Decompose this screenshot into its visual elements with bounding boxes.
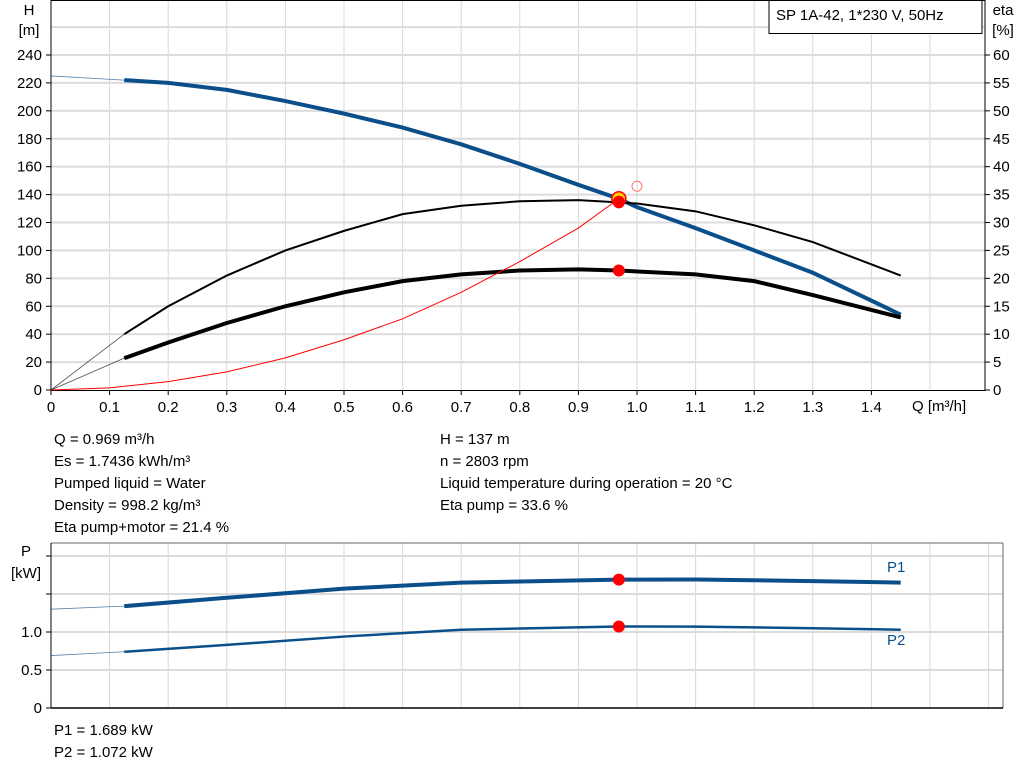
- series-label-P2: P2: [887, 632, 905, 649]
- y-axis-label: H: [24, 2, 35, 19]
- y-tick-label: 220: [17, 75, 42, 92]
- y2-tick-label: 5: [993, 354, 1001, 371]
- operating-point: [612, 573, 625, 586]
- requested-point: [631, 180, 643, 192]
- readout-left: Q = 0.969 m³/h Es = 1.7436 kWh/m³ Pumped…: [54, 429, 229, 539]
- x-tick-label: 1.0: [627, 399, 648, 416]
- y-tick-label: 120: [17, 215, 42, 232]
- y-tick-label: 20: [25, 354, 42, 371]
- curve-P2-extrapolated: [50, 626, 901, 656]
- readout-q: Q = 0.969 m³/h: [54, 431, 155, 448]
- x-tick-label: 1.3: [802, 399, 823, 416]
- readout-right: H = 137 m n = 2803 rpm Liquid temperatur…: [440, 429, 732, 517]
- operating-point: [612, 264, 625, 277]
- x-tick-label: 1.4: [861, 399, 882, 416]
- readout-eta-pm: Eta pump+motor = 21.4 %: [54, 519, 230, 536]
- operating-point: [612, 620, 625, 633]
- chart-title: SP 1A-42, 1*230 V, 50Hz: [776, 7, 944, 24]
- y-tick-label: 40: [25, 326, 42, 343]
- x-axis-label: Q [m³/h]: [912, 398, 966, 415]
- series-label-P1: P1: [887, 559, 905, 576]
- curve-P2: [124, 625, 901, 654]
- y2-tick-label: 10: [993, 326, 1010, 343]
- p-axis-unit: [kW]: [11, 565, 41, 582]
- y-tick-label: 240: [17, 47, 42, 64]
- x-tick-label: 0.5: [334, 399, 355, 416]
- y2-tick-label: 20: [993, 270, 1010, 287]
- p-y-tick-label: 1.0: [21, 624, 42, 641]
- x-tick-label: 0.9: [568, 399, 589, 416]
- x-tick-label: 0: [47, 399, 55, 416]
- readout-n: n = 2803 rpm: [440, 453, 529, 470]
- y-tick-label: 140: [17, 187, 42, 204]
- y-tick-label: 80: [25, 270, 42, 287]
- curve-eta_pump: [123, 199, 902, 336]
- y-axis-unit: [m]: [19, 22, 40, 39]
- y2-tick-label: 0: [993, 382, 1001, 399]
- x-tick-label: 0.2: [158, 399, 179, 416]
- readout-power: P1 = 1.689 kW P2 = 1.072 kW: [54, 720, 153, 764]
- y2-tick-label: 40: [993, 159, 1010, 176]
- y2-tick-label: 25: [993, 242, 1010, 259]
- plot-frame: [50, 0, 986, 391]
- y2-axis-unit: [%]: [992, 22, 1014, 39]
- readout-eta-pump: Eta pump = 33.6 %: [440, 497, 568, 514]
- readout-p2: P2 = 1.072 kW: [54, 744, 153, 761]
- y-tick-label: 200: [17, 103, 42, 120]
- readout-liquid: Pumped liquid = Water: [54, 475, 206, 492]
- p-y-tick-label: 0.5: [21, 662, 42, 679]
- x-tick-label: 0.7: [451, 399, 472, 416]
- x-tick-label: 0.6: [392, 399, 413, 416]
- y2-tick-label: 35: [993, 187, 1010, 204]
- y2-tick-label: 60: [993, 47, 1010, 64]
- y-tick-label: 180: [17, 131, 42, 148]
- operating-point: [612, 196, 625, 209]
- x-tick-label: 0.3: [216, 399, 237, 416]
- p-axis-label: P: [21, 543, 31, 560]
- y2-axis-label: eta: [993, 2, 1015, 19]
- y2-tick-label: 15: [993, 298, 1010, 315]
- readout-density: Density = 998.2 kg/m³: [54, 497, 201, 514]
- x-tick-label: 0.8: [509, 399, 530, 416]
- y2-tick-label: 30: [993, 215, 1010, 232]
- curve-H: [124, 78, 902, 317]
- x-tick-label: 0.4: [275, 399, 296, 416]
- readout-p1: P1 = 1.689 kW: [54, 722, 153, 739]
- readout-es: Es = 1.7436 kWh/m³: [54, 453, 191, 470]
- y-tick-label: 0: [34, 382, 42, 399]
- y2-tick-label: 50: [993, 103, 1010, 120]
- readout-h: H = 137 m: [440, 431, 510, 448]
- x-tick-label: 1.2: [744, 399, 765, 416]
- x-tick-label: 0.1: [99, 399, 120, 416]
- p-y-tick-label: 0: [34, 700, 42, 717]
- curve-P1: [124, 577, 901, 609]
- curve-system: [50, 198, 620, 391]
- curve-eta_pump_motor: [123, 267, 902, 361]
- y-tick-label: 160: [17, 159, 42, 176]
- y-tick-label: 60: [25, 298, 42, 315]
- x-tick-label: 1.1: [685, 399, 706, 416]
- y2-tick-label: 45: [993, 131, 1010, 148]
- y-tick-label: 100: [17, 242, 42, 259]
- readout-temp: Liquid temperature during operation = 20…: [440, 475, 733, 492]
- title-box: [768, 0, 983, 34]
- y2-tick-label: 55: [993, 75, 1010, 92]
